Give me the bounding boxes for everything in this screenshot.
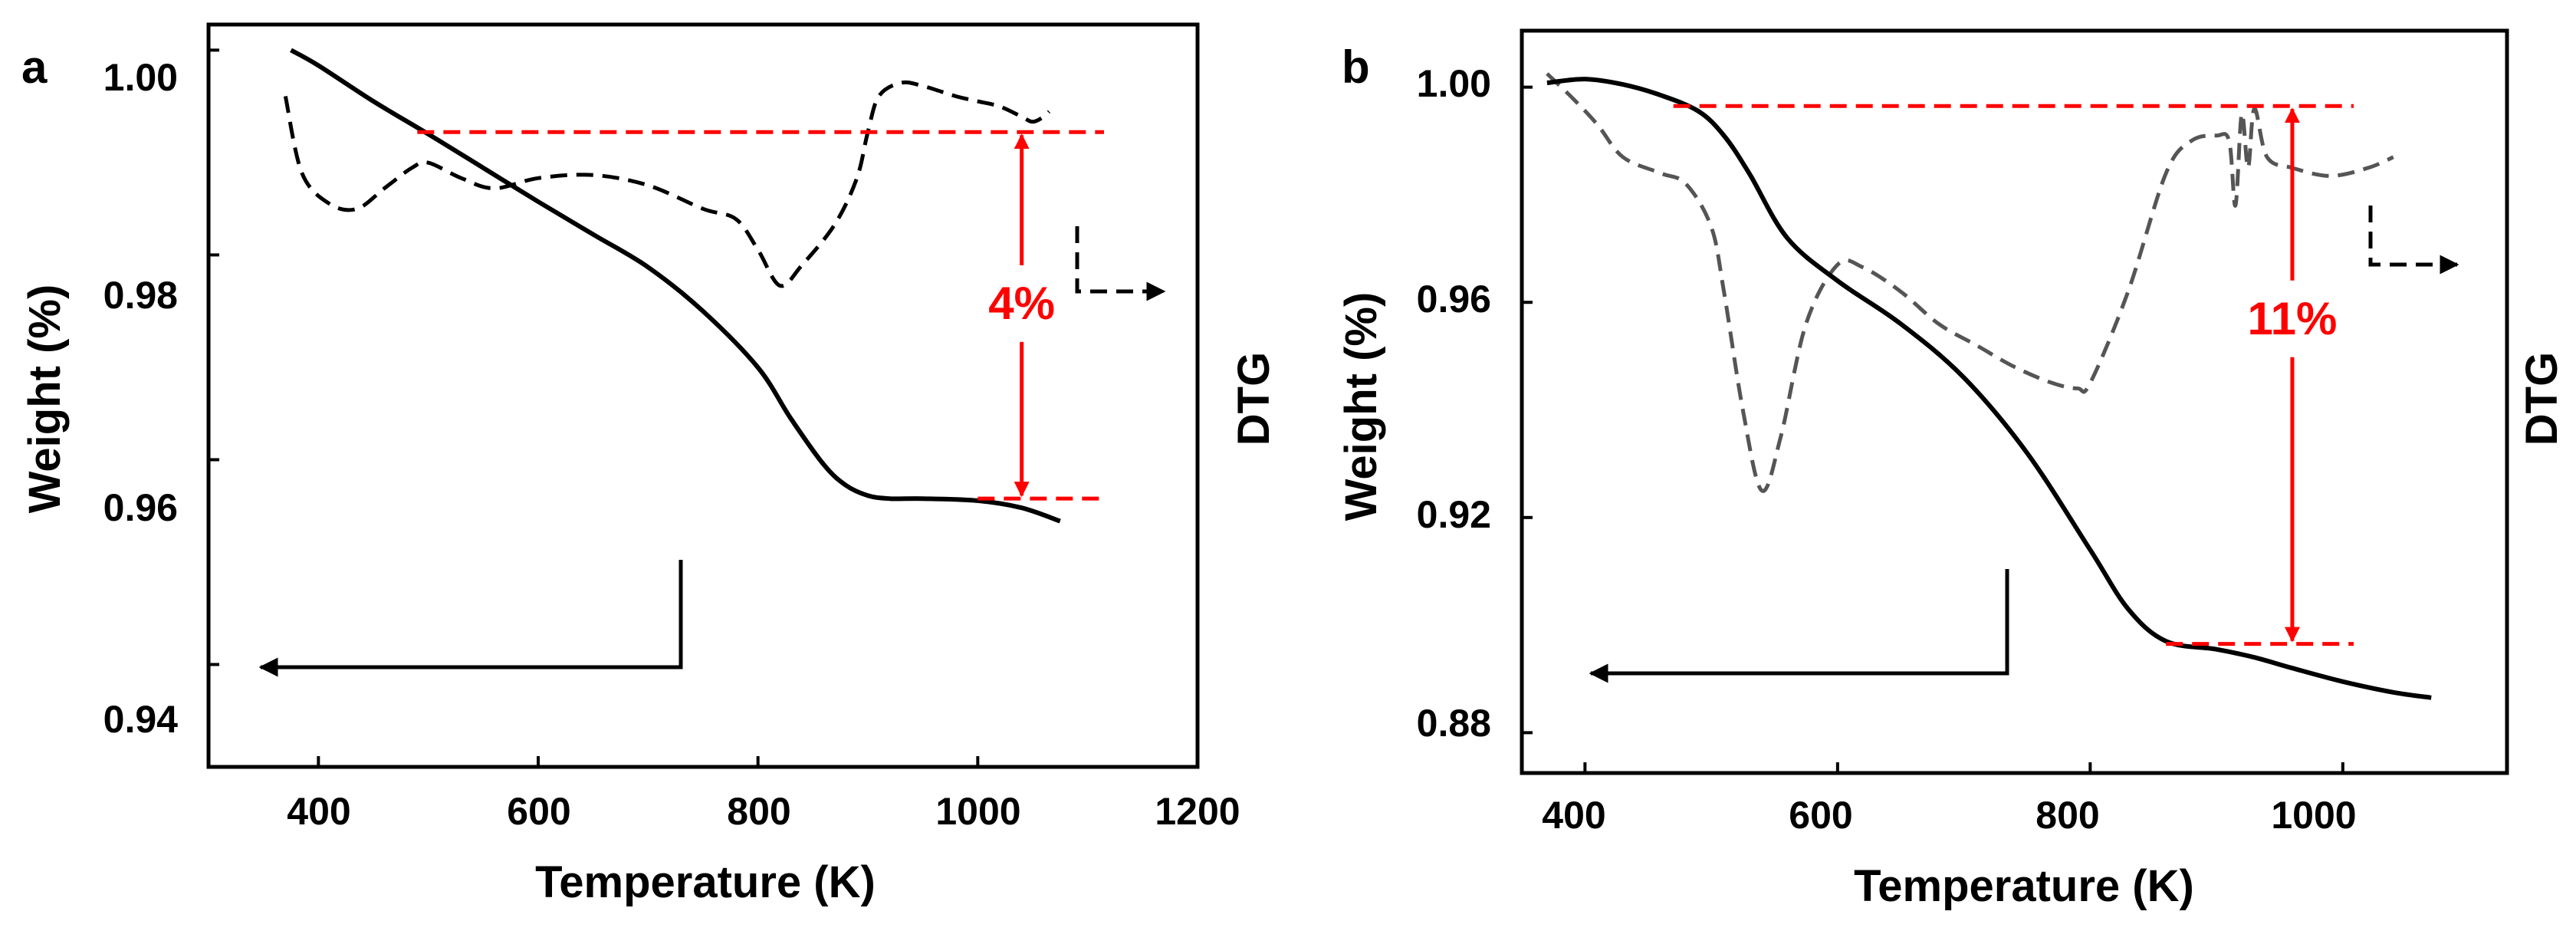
panel-b: b 0.88 0.92 0.96 1.00 400 600 800 1000 T… [1336, 28, 2567, 911]
panel-b-ytick-label-1: 0.92 [1417, 493, 1491, 536]
panel-a-xtick-label-1: 600 [507, 790, 570, 833]
panel-a-xtick-label-2: 800 [727, 790, 790, 833]
panel-b-ytick-label-3: 1.00 [1417, 62, 1491, 105]
panel-a-ylabel: Weight (%) [20, 285, 70, 514]
panel-a-weight-curve [290, 48, 1061, 524]
panel-b-xlabel: Temperature (K) [1854, 861, 2194, 911]
panel-b-xtick-label-3: 1000 [2271, 794, 2356, 837]
panel-a: a 0.94 0.96 0.98 1.00 400 600 800 1000 1… [20, 22, 1279, 907]
panel-a-y2label: DTG [1229, 352, 1279, 446]
panel-a-label: a [21, 41, 48, 93]
panel-b-ytick-label-0: 0.88 [1417, 702, 1491, 745]
panel-a-xtick-label-4: 1200 [1155, 790, 1240, 833]
panel-b-ytick-label-2: 0.96 [1417, 278, 1491, 321]
panel-a-weight-axis-arrow [258, 560, 683, 677]
panel-b-annotation-label: 11% [2248, 293, 2338, 344]
panel-a-ytick-label-1: 0.96 [104, 486, 178, 529]
panel-b-xtick-label-2: 800 [2036, 794, 2099, 837]
panel-b-label: b [1342, 41, 1370, 93]
panel-b-dtg-curve [1546, 72, 2394, 493]
panel-b-xtick-label-1: 600 [1789, 794, 1852, 837]
panel-a-ticks [209, 48, 1199, 767]
panel-a-ytick-label-3: 1.00 [104, 56, 178, 99]
panel-b-ticks [1522, 85, 2344, 773]
panel-b-ylabel: Weight (%) [1336, 292, 1386, 521]
panel-b-xtick-label-0: 400 [1542, 794, 1605, 837]
panel-b-frame [1520, 28, 2509, 775]
panel-a-xlabel: Temperature (K) [535, 857, 876, 907]
panel-a-xtick-label-0: 400 [287, 790, 350, 833]
panel-a-annotation-label: 4% [988, 278, 1055, 329]
panel-a-xtick-label-3: 1000 [935, 790, 1020, 833]
panel-b-dtg-axis-arrow [2368, 206, 2459, 275]
panel-b-weight-axis-arrow [1589, 569, 2009, 683]
panel-b-weight-curve [1546, 77, 2432, 700]
panel-a-ytick-label-2: 0.98 [104, 274, 178, 317]
panel-b-y2label: DTG [2517, 352, 2567, 446]
panel-a-dtg-axis-arrow [1075, 226, 1166, 301]
panel-a-dtg-curve [283, 80, 1051, 288]
panel-a-ytick-label-0: 0.94 [104, 698, 179, 741]
panel-a-frame [206, 22, 1200, 769]
